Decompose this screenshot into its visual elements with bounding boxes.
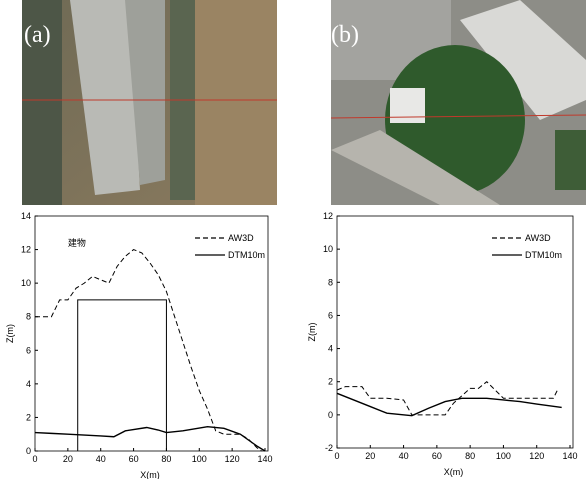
line-series — [337, 393, 562, 415]
y-tick-label: 10 — [21, 278, 31, 288]
y-tick-label: 10 — [323, 244, 333, 254]
x-axis-label: X(m) — [444, 467, 464, 477]
x-tick-label: 120 — [529, 451, 544, 461]
figure: (a) (b) 02040608010012014002468101214X(m… — [0, 0, 586, 479]
image-label: (b) — [331, 22, 359, 48]
x-tick-label: 120 — [225, 454, 240, 464]
y-tick-label: 6 — [328, 310, 333, 320]
legend-label: AW3D — [228, 233, 254, 243]
legend-label: AW3D — [525, 233, 551, 243]
x-tick-label: 140 — [257, 454, 272, 464]
image-a: (a) — [22, 0, 277, 205]
y-tick-label: 14 — [21, 211, 31, 221]
y-tick-label: -2 — [325, 443, 333, 453]
legend-label: DTM10m — [525, 250, 562, 260]
y-tick-label: 8 — [26, 312, 31, 322]
image-label: (a) — [24, 22, 51, 48]
x-tick-label: 0 — [32, 454, 37, 464]
x-axis-label: X(m) — [140, 470, 160, 479]
y-tick-label: 4 — [328, 344, 333, 354]
line-series — [35, 250, 262, 451]
line-series — [35, 427, 265, 451]
image-b: (b) — [331, 0, 586, 205]
x-tick-label: 20 — [365, 451, 375, 461]
y-tick-label: 2 — [26, 412, 31, 422]
annotation: 建物 — [68, 237, 86, 248]
x-tick-label: 100 — [192, 454, 207, 464]
x-tick-label: 80 — [161, 454, 171, 464]
line-series — [337, 382, 558, 415]
y-tick-label: 8 — [328, 277, 333, 287]
y-axis-label: Z(m) — [5, 324, 15, 343]
y-axis-label: Z(m) — [307, 323, 317, 342]
x-tick-label: 40 — [96, 454, 106, 464]
x-tick-label: 60 — [129, 454, 139, 464]
y-tick-label: 4 — [26, 379, 31, 389]
y-tick-label: 0 — [328, 410, 333, 420]
y-tick-label: 2 — [328, 377, 333, 387]
x-tick-label: 20 — [63, 454, 73, 464]
x-tick-label: 100 — [496, 451, 511, 461]
x-tick-label: 80 — [465, 451, 475, 461]
x-tick-label: 40 — [399, 451, 409, 461]
x-tick-label: 140 — [562, 451, 577, 461]
y-tick-label: 6 — [26, 345, 31, 355]
x-tick-label: 0 — [334, 451, 339, 461]
legend-label: DTM10m — [228, 250, 265, 260]
y-tick-label: 12 — [21, 245, 31, 255]
y-tick-label: 12 — [323, 211, 333, 221]
y-tick-label: 0 — [26, 446, 31, 456]
x-tick-label: 60 — [432, 451, 442, 461]
